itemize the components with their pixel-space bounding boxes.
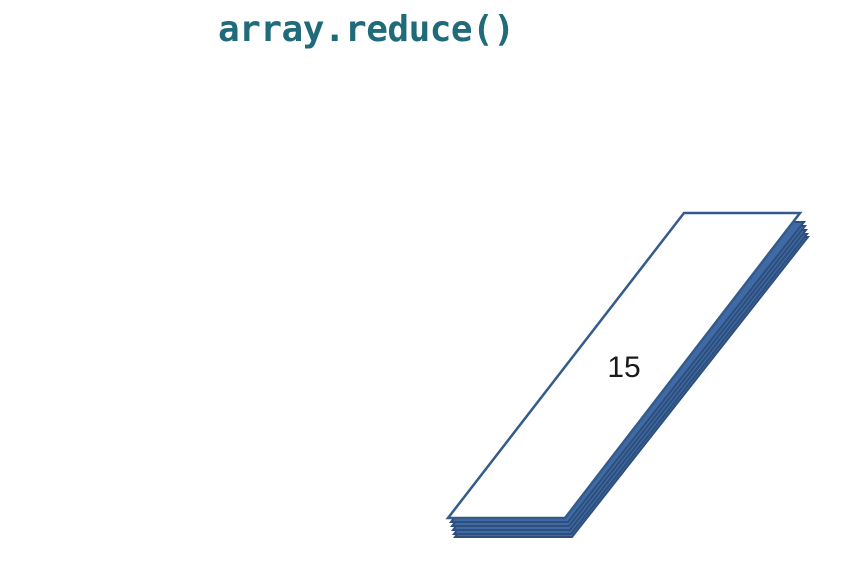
page-title: array.reduce() — [218, 9, 515, 50]
result-card — [445, 211, 803, 520]
result-value: 15 — [607, 351, 640, 384]
